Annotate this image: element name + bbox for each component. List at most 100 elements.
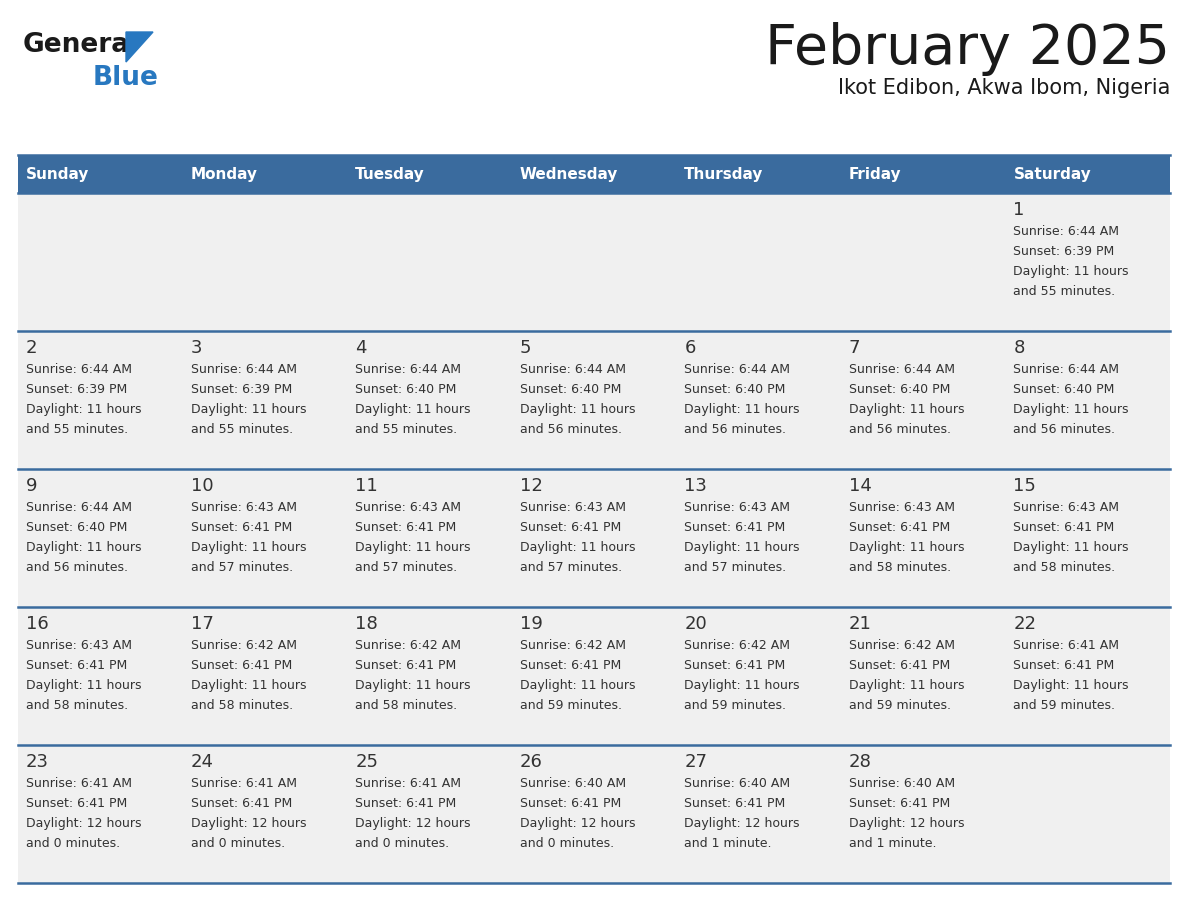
Text: Sunset: 6:41 PM: Sunset: 6:41 PM: [26, 797, 127, 810]
Text: Daylight: 11 hours: Daylight: 11 hours: [1013, 403, 1129, 416]
Text: Tuesday: Tuesday: [355, 166, 425, 182]
Text: and 58 minutes.: and 58 minutes.: [1013, 561, 1116, 574]
Text: Monday: Monday: [190, 166, 258, 182]
Text: and 55 minutes.: and 55 minutes.: [1013, 285, 1116, 298]
Text: 13: 13: [684, 477, 707, 495]
Text: 10: 10: [190, 477, 213, 495]
Text: Sunrise: 6:44 AM: Sunrise: 6:44 AM: [684, 363, 790, 376]
Text: Sunrise: 6:42 AM: Sunrise: 6:42 AM: [849, 639, 955, 652]
Text: Sunset: 6:40 PM: Sunset: 6:40 PM: [519, 383, 621, 396]
Text: and 56 minutes.: and 56 minutes.: [684, 423, 786, 436]
Text: Sunday: Sunday: [26, 166, 89, 182]
Text: Daylight: 11 hours: Daylight: 11 hours: [684, 403, 800, 416]
Bar: [18, 331, 1170, 469]
Text: 3: 3: [190, 339, 202, 357]
Text: and 0 minutes.: and 0 minutes.: [355, 837, 449, 850]
Text: Sunrise: 6:44 AM: Sunrise: 6:44 AM: [26, 501, 132, 514]
Text: and 55 minutes.: and 55 minutes.: [26, 423, 128, 436]
Text: 15: 15: [1013, 477, 1036, 495]
Text: Sunrise: 6:40 AM: Sunrise: 6:40 AM: [684, 777, 790, 790]
Text: 12: 12: [519, 477, 543, 495]
Bar: [18, 193, 1170, 331]
Text: February 2025: February 2025: [765, 22, 1170, 76]
Text: and 56 minutes.: and 56 minutes.: [519, 423, 621, 436]
Text: and 55 minutes.: and 55 minutes.: [355, 423, 457, 436]
Text: 22: 22: [1013, 615, 1036, 633]
Text: Sunrise: 6:44 AM: Sunrise: 6:44 AM: [26, 363, 132, 376]
Text: Sunset: 6:41 PM: Sunset: 6:41 PM: [849, 797, 950, 810]
Bar: [18, 607, 1170, 745]
Text: Sunset: 6:40 PM: Sunset: 6:40 PM: [26, 521, 127, 534]
Bar: [1005, 155, 1170, 193]
Text: Sunset: 6:41 PM: Sunset: 6:41 PM: [849, 521, 950, 534]
Text: 28: 28: [849, 753, 872, 771]
Text: Daylight: 12 hours: Daylight: 12 hours: [190, 817, 307, 830]
Text: 24: 24: [190, 753, 214, 771]
Text: 23: 23: [26, 753, 49, 771]
Text: Sunset: 6:41 PM: Sunset: 6:41 PM: [190, 797, 292, 810]
Text: and 58 minutes.: and 58 minutes.: [190, 699, 292, 712]
Text: and 58 minutes.: and 58 minutes.: [849, 561, 950, 574]
Text: Daylight: 11 hours: Daylight: 11 hours: [1013, 541, 1129, 554]
Text: and 57 minutes.: and 57 minutes.: [519, 561, 621, 574]
Text: Daylight: 11 hours: Daylight: 11 hours: [849, 679, 965, 692]
Text: and 59 minutes.: and 59 minutes.: [519, 699, 621, 712]
Text: Daylight: 11 hours: Daylight: 11 hours: [26, 403, 141, 416]
Text: Daylight: 11 hours: Daylight: 11 hours: [1013, 265, 1129, 278]
Text: 14: 14: [849, 477, 872, 495]
Text: 17: 17: [190, 615, 214, 633]
Text: and 0 minutes.: and 0 minutes.: [190, 837, 285, 850]
Text: Daylight: 11 hours: Daylight: 11 hours: [190, 541, 307, 554]
Text: Sunset: 6:41 PM: Sunset: 6:41 PM: [519, 659, 621, 672]
Text: Sunrise: 6:43 AM: Sunrise: 6:43 AM: [684, 501, 790, 514]
Text: Sunset: 6:41 PM: Sunset: 6:41 PM: [355, 659, 456, 672]
Text: Sunset: 6:41 PM: Sunset: 6:41 PM: [26, 659, 127, 672]
Text: Sunset: 6:39 PM: Sunset: 6:39 PM: [26, 383, 127, 396]
Text: Sunrise: 6:43 AM: Sunrise: 6:43 AM: [190, 501, 297, 514]
Text: Daylight: 11 hours: Daylight: 11 hours: [190, 403, 307, 416]
Text: Daylight: 12 hours: Daylight: 12 hours: [849, 817, 965, 830]
Text: Sunrise: 6:42 AM: Sunrise: 6:42 AM: [519, 639, 626, 652]
Text: Friday: Friday: [849, 166, 902, 182]
Text: Sunrise: 6:44 AM: Sunrise: 6:44 AM: [1013, 363, 1119, 376]
Bar: [18, 745, 1170, 883]
Text: Sunset: 6:41 PM: Sunset: 6:41 PM: [519, 797, 621, 810]
Text: Sunrise: 6:41 AM: Sunrise: 6:41 AM: [26, 777, 132, 790]
Text: Sunrise: 6:42 AM: Sunrise: 6:42 AM: [190, 639, 297, 652]
Text: Daylight: 11 hours: Daylight: 11 hours: [519, 541, 636, 554]
Text: 5: 5: [519, 339, 531, 357]
Text: and 59 minutes.: and 59 minutes.: [684, 699, 786, 712]
Text: Sunrise: 6:44 AM: Sunrise: 6:44 AM: [519, 363, 626, 376]
Text: Daylight: 11 hours: Daylight: 11 hours: [684, 541, 800, 554]
Text: and 56 minutes.: and 56 minutes.: [1013, 423, 1116, 436]
Text: Sunset: 6:40 PM: Sunset: 6:40 PM: [1013, 383, 1114, 396]
Text: Sunrise: 6:40 AM: Sunrise: 6:40 AM: [849, 777, 955, 790]
Text: and 1 minute.: and 1 minute.: [849, 837, 936, 850]
Text: Sunrise: 6:43 AM: Sunrise: 6:43 AM: [1013, 501, 1119, 514]
Text: Daylight: 11 hours: Daylight: 11 hours: [26, 679, 141, 692]
Text: and 57 minutes.: and 57 minutes.: [355, 561, 457, 574]
Text: and 59 minutes.: and 59 minutes.: [849, 699, 950, 712]
Text: 1: 1: [1013, 201, 1025, 219]
Text: Sunset: 6:41 PM: Sunset: 6:41 PM: [355, 521, 456, 534]
Text: Sunset: 6:40 PM: Sunset: 6:40 PM: [684, 383, 785, 396]
Text: Sunset: 6:39 PM: Sunset: 6:39 PM: [190, 383, 292, 396]
Text: 2: 2: [26, 339, 38, 357]
Text: Daylight: 11 hours: Daylight: 11 hours: [26, 541, 141, 554]
Text: Sunset: 6:41 PM: Sunset: 6:41 PM: [684, 521, 785, 534]
Text: Daylight: 12 hours: Daylight: 12 hours: [26, 817, 141, 830]
Text: Daylight: 11 hours: Daylight: 11 hours: [684, 679, 800, 692]
Text: Sunset: 6:41 PM: Sunset: 6:41 PM: [684, 659, 785, 672]
Text: Sunrise: 6:42 AM: Sunrise: 6:42 AM: [684, 639, 790, 652]
Text: 20: 20: [684, 615, 707, 633]
Text: Daylight: 11 hours: Daylight: 11 hours: [355, 679, 470, 692]
Text: Thursday: Thursday: [684, 166, 764, 182]
Text: and 55 minutes.: and 55 minutes.: [190, 423, 292, 436]
Text: Sunrise: 6:42 AM: Sunrise: 6:42 AM: [355, 639, 461, 652]
Text: Sunrise: 6:44 AM: Sunrise: 6:44 AM: [190, 363, 297, 376]
Text: Daylight: 12 hours: Daylight: 12 hours: [355, 817, 470, 830]
Text: Daylight: 11 hours: Daylight: 11 hours: [849, 541, 965, 554]
Text: Wednesday: Wednesday: [519, 166, 618, 182]
Text: Sunset: 6:41 PM: Sunset: 6:41 PM: [355, 797, 456, 810]
Text: Sunset: 6:41 PM: Sunset: 6:41 PM: [1013, 659, 1114, 672]
